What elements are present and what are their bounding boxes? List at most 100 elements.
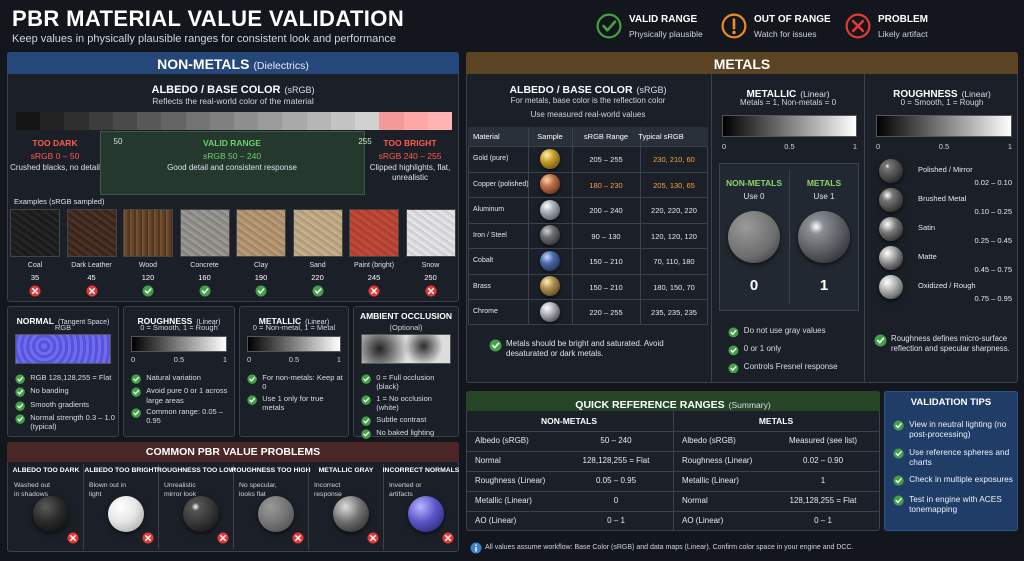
ref-label: Roughness (Linear) <box>475 476 546 485</box>
gradient-step <box>306 112 332 130</box>
icon-shape <box>247 395 257 405</box>
status-icon <box>255 285 267 297</box>
icon-shape <box>895 478 902 484</box>
check-list: Natural variation Avoid pure 0 or 1 acros… <box>131 373 231 426</box>
check-item: Use 1 only for true metals <box>247 394 345 413</box>
problem-title: ALBEDO TOO DARK <box>12 467 80 474</box>
ref-value: 1 <box>820 476 826 485</box>
row-divider <box>468 248 708 249</box>
roughness-range: 0.45 – 0.75 <box>974 265 1012 274</box>
heading-text: QUICK REFERENCE RANGES <box>575 399 725 411</box>
material-name: Brass <box>473 282 491 290</box>
gradient-step <box>379 112 405 130</box>
icon-shape <box>893 495 904 506</box>
icon-shape <box>728 363 739 373</box>
check-text: Test in engine with ACES tonemapping <box>909 493 1002 514</box>
gradient-step <box>64 112 90 130</box>
check-item: Use reference spheres and charts <box>893 447 1015 468</box>
icon-shape <box>732 30 736 35</box>
panel <box>239 306 349 437</box>
gradient-bar <box>247 336 341 352</box>
ao-map <box>361 334 451 364</box>
icon-shape <box>370 535 376 541</box>
row-divider <box>673 431 880 432</box>
column-divider <box>528 127 529 325</box>
example-value: 160 <box>198 273 211 282</box>
roughness-range: 0.02 – 0.10 <box>974 178 1012 187</box>
check-item: Subtle contrast <box>361 415 455 426</box>
ref-value: 0 – 1 <box>607 516 625 525</box>
icon-shape <box>893 420 904 431</box>
example-name: Sand <box>309 262 326 269</box>
heading-unit: (Tangent Space) <box>57 319 110 326</box>
status-icon <box>67 532 79 544</box>
zone-desc: Good detail and consistent response <box>167 163 297 172</box>
status-icon <box>874 334 886 346</box>
sphere <box>183 496 219 532</box>
icon-shape <box>445 535 451 541</box>
row-divider <box>468 222 708 224</box>
row-divider <box>673 471 880 472</box>
problem-desc: Incorrect response <box>314 482 342 498</box>
material-name: Aluminum <box>473 206 505 213</box>
status-icon <box>131 387 141 398</box>
sphere <box>879 159 903 183</box>
check-item: Check in multiple exposures <box>893 474 1015 487</box>
icon-shape <box>730 329 737 335</box>
check-text: Controls Fresnel response <box>743 361 838 371</box>
status-icon <box>425 285 436 297</box>
ref-label: Normal <box>475 456 501 465</box>
scale-label: 0.5 <box>173 355 185 364</box>
range-marker: 255 <box>358 137 372 146</box>
heading-text: ALBEDO / BASE COLOR <box>151 84 281 96</box>
range-marker: 50 <box>113 137 123 146</box>
typical-srgb: 220, 220, 220 <box>651 206 697 215</box>
tips-panel <box>884 391 1018 531</box>
heading-unit: (Dielectrics) <box>253 60 309 72</box>
icon-shape <box>17 403 24 408</box>
ref-value: Measured (see list) <box>788 436 858 445</box>
problem-desc: Blown out in light <box>89 482 127 498</box>
icon-shape <box>427 288 434 294</box>
divider <box>383 464 384 550</box>
gradient-bar <box>722 115 857 137</box>
check-text: For non-metals: Keep at 0 <box>262 373 343 392</box>
check-item: Test in engine with ACES tonemapping <box>893 494 1015 515</box>
example-name: Clay <box>253 262 269 269</box>
check-item: Normal strength 0.3 – 1.0 (typical) <box>15 413 115 432</box>
icon-shape <box>489 339 501 351</box>
gradient-step <box>40 112 65 130</box>
sphere <box>879 275 903 299</box>
sphere <box>258 496 294 532</box>
heading: METALLIC (Linear) <box>746 84 829 102</box>
icon-shape <box>361 415 371 426</box>
ref-value: 0.05 – 0.95 <box>595 476 637 485</box>
icon-shape <box>88 288 95 294</box>
heading-unit: (sRGB) <box>636 85 667 95</box>
icon-shape <box>895 497 902 503</box>
typical-srgb: 205, 130, 65 <box>653 180 695 190</box>
column-header: sRGB Range <box>583 132 629 141</box>
swatch <box>292 209 343 257</box>
gradient-step <box>88 112 114 130</box>
check-item: Controls Fresnel response <box>728 362 860 374</box>
scale-label: 1 <box>1007 142 1012 151</box>
ref-label: Albedo (sRGB) <box>475 436 529 445</box>
icon-shape <box>144 288 152 294</box>
description: Reflects the real-world color of the mat… <box>152 96 314 106</box>
icon-shape <box>845 13 871 39</box>
swatch <box>179 209 230 257</box>
icon-shape <box>602 20 617 32</box>
roughness-name: Polished / Mirror <box>918 165 973 174</box>
typical-srgb: 230, 210, 60 <box>653 155 695 164</box>
icon-shape <box>131 408 141 418</box>
status-icon <box>142 532 154 544</box>
sphere <box>540 276 560 296</box>
row-divider <box>466 431 673 432</box>
footer: All values assume workflow: Base Color (… <box>485 544 854 551</box>
icon-shape <box>363 397 370 403</box>
material-name: Copper (polished) <box>473 180 529 188</box>
icon-shape <box>363 376 370 382</box>
sphere <box>408 496 444 532</box>
